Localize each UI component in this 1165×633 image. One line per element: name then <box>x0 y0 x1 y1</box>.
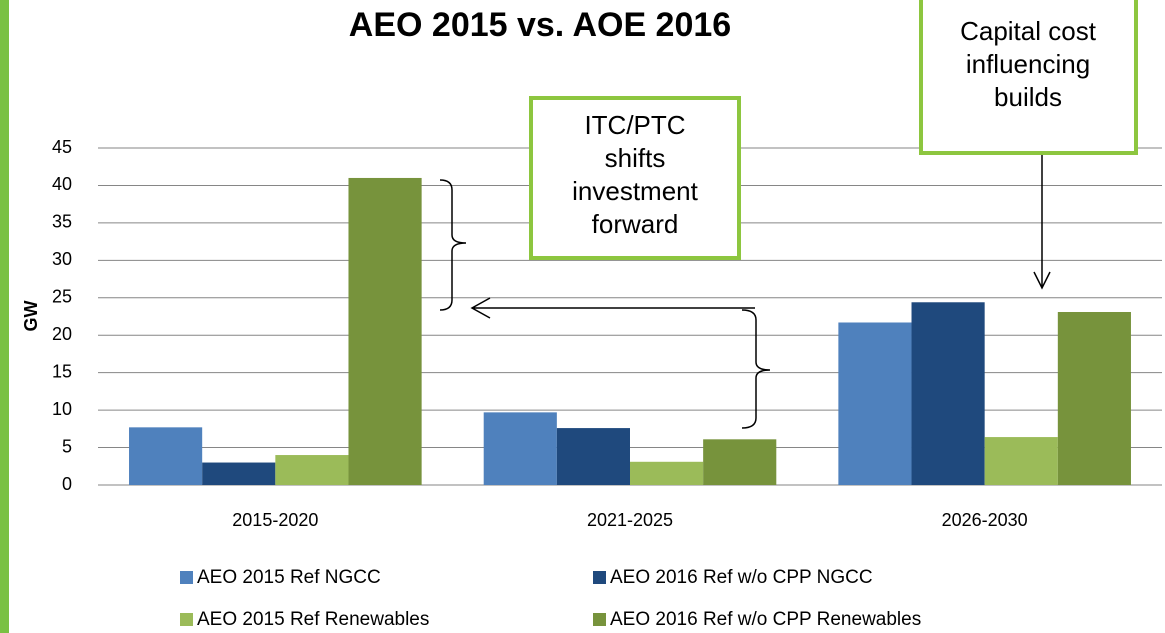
annotation-box <box>529 96 741 260</box>
annotation-text: Capital cost <box>960 16 1097 46</box>
legend-swatch <box>593 613 606 626</box>
annotation-lines <box>439 128 1051 429</box>
annotation-text: investment <box>572 176 698 206</box>
y-tick-label: 40 <box>52 174 72 194</box>
bar <box>703 439 777 485</box>
bar <box>984 437 1058 485</box>
y-tick-label: 15 <box>52 361 72 381</box>
y-tick-label: 5 <box>62 436 72 456</box>
bar <box>129 427 203 485</box>
plot: 0 5 10 15 20 25 30 35 40 45 2015-2020 2021-2025 2026… <box>52 137 1162 630</box>
bar <box>911 302 985 485</box>
bar <box>348 177 422 485</box>
legend-swatch <box>180 571 193 584</box>
annotation-text: ITC/PTC <box>584 110 685 140</box>
x-tick-label: 2015-2020 <box>232 510 318 530</box>
y-tick-label: 35 <box>52 212 72 232</box>
annotation-text: forward <box>592 209 679 239</box>
legend-swatch <box>180 613 193 626</box>
bar <box>275 455 349 485</box>
y-tick-label: 10 <box>52 399 72 419</box>
annotation-text: influencing <box>966 49 1090 79</box>
side-bar <box>0 0 9 633</box>
x-tick-label: 2021-2025 <box>587 510 673 530</box>
bar <box>483 412 557 485</box>
annotation-box <box>919 0 1138 155</box>
legend-label: AEO 2016 Ref w/o CPP NGCC <box>610 567 873 588</box>
arrow <box>470 297 755 319</box>
bar <box>202 462 276 485</box>
bracket <box>741 309 771 429</box>
y-tick-label: 25 <box>52 287 72 307</box>
bar <box>838 322 912 485</box>
annotation-text: builds <box>994 82 1062 112</box>
y-tick-label: 20 <box>52 324 72 344</box>
bar <box>1057 312 1131 485</box>
x-tick-label: 2026-2030 <box>942 510 1028 530</box>
y-tick-label: 0 <box>62 474 72 494</box>
legend-label: AEO 2015 Ref Renewables <box>197 609 429 630</box>
bracket <box>439 179 467 311</box>
y-axis-label: GW <box>21 300 41 331</box>
bar <box>556 428 630 485</box>
annotation-text: shifts <box>605 143 666 173</box>
y-tick-label: 45 <box>52 137 72 157</box>
legend-swatch <box>593 571 606 584</box>
chart-title: AEO 2015 vs. AOE 2016 <box>349 6 731 44</box>
legend-label: AEO 2015 Ref NGCC <box>197 567 381 588</box>
bar <box>630 461 704 485</box>
legend-label: AEO 2016 Ref w/o CPP Renewables <box>610 609 921 630</box>
y-tick-label: 30 <box>52 249 72 269</box>
